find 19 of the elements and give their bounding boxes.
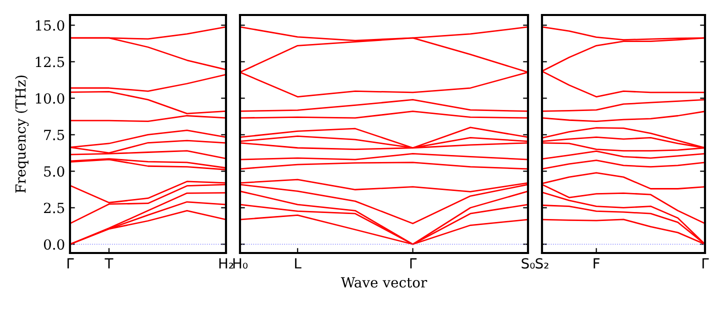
x-tick-label: Γ (67, 258, 74, 268)
y-tick-label: 7.5 (44, 130, 64, 140)
x-tick-label: S₀ (522, 258, 535, 269)
x-tick-label: Γ (410, 258, 417, 268)
y-tick-label: 15.0 (36, 20, 64, 31)
y-tick-label: 10.0 (36, 93, 64, 104)
x-tick-label: L (295, 258, 302, 268)
y-tick-label: 2.5 (44, 202, 64, 214)
y-tick-label: 0.0 (44, 239, 64, 250)
y-tick-label: 12.5 (36, 56, 64, 68)
x-tick-label: F (594, 258, 600, 268)
x-tick-label: S₂ (536, 258, 548, 269)
x-axis-title: Wave vector (340, 277, 428, 288)
y-tick-label: 5.0 (44, 166, 64, 177)
x-tick-label: H₂ (219, 258, 234, 268)
x-tick-label: T (104, 258, 114, 268)
x-tick-label: Γ (702, 258, 709, 268)
x-tick-label: H₀ (233, 258, 248, 269)
y-axis-title: Frequency (THz) (15, 76, 29, 193)
